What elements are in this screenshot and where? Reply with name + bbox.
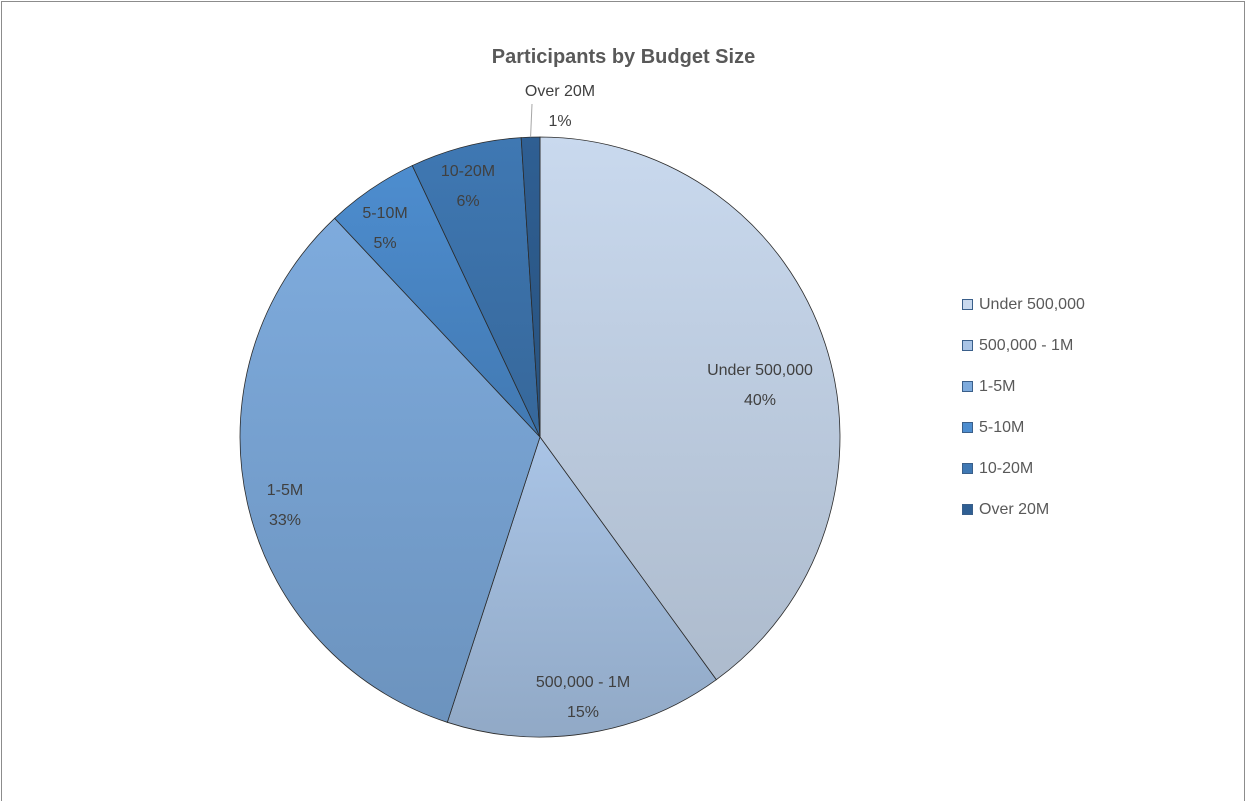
legend-label: Under 500,000 xyxy=(979,295,1085,313)
legend-label: Over 20M xyxy=(979,500,1050,518)
legend-swatch xyxy=(962,299,973,310)
slice-label-category: Under 500,000 xyxy=(707,362,813,379)
legend-item: 10-20M xyxy=(962,448,1162,489)
legend-item: 500,000 - 1M xyxy=(962,325,1162,366)
pie-slice-over-20m xyxy=(520,136,541,438)
pie-slice-1-5m xyxy=(239,217,541,723)
slice-label-category: 1-5M xyxy=(267,482,303,499)
legend-swatch xyxy=(962,504,973,515)
legend-label: 5-10M xyxy=(979,418,1025,436)
pie-slice-under-500-000 xyxy=(539,136,841,681)
legend-swatch xyxy=(962,381,973,392)
legend-item: Under 500,000 xyxy=(962,284,1162,325)
legend-swatch xyxy=(962,340,973,351)
legend-label: 10-20M xyxy=(979,459,1034,477)
legend-item: Over 20M xyxy=(962,489,1162,530)
slice-label-value: 6% xyxy=(456,193,479,210)
slice-label-value: 40% xyxy=(744,392,776,409)
legend-swatch xyxy=(962,422,973,433)
slice-label-value: 33% xyxy=(269,512,301,529)
legend-swatch xyxy=(962,463,973,474)
slice-label-category: 5-10M xyxy=(362,205,407,222)
slice-label-category: 500,000 - 1M xyxy=(536,674,630,691)
legend-item: 1-5M xyxy=(962,366,1162,407)
legend-label: 1-5M xyxy=(979,377,1016,395)
legend: Under 500,000 500,000 - 1M 1-5M 5-10M 10-20M… xyxy=(962,284,1162,530)
legend-item: 5-10M xyxy=(962,407,1162,448)
slice-label-value: 15% xyxy=(567,704,599,721)
leader-line xyxy=(530,103,533,138)
slice-label-category: Over 20M xyxy=(525,83,595,100)
slice-label-value: 5% xyxy=(373,235,396,252)
chart-title: Participants by Budget Size xyxy=(491,46,756,68)
pie-slice-500-000-1m xyxy=(446,436,717,738)
slice-label-value: 1% xyxy=(548,113,571,130)
legend-label: 500,000 - 1M xyxy=(979,336,1074,354)
slice-label-category: 10-20M xyxy=(441,163,495,180)
